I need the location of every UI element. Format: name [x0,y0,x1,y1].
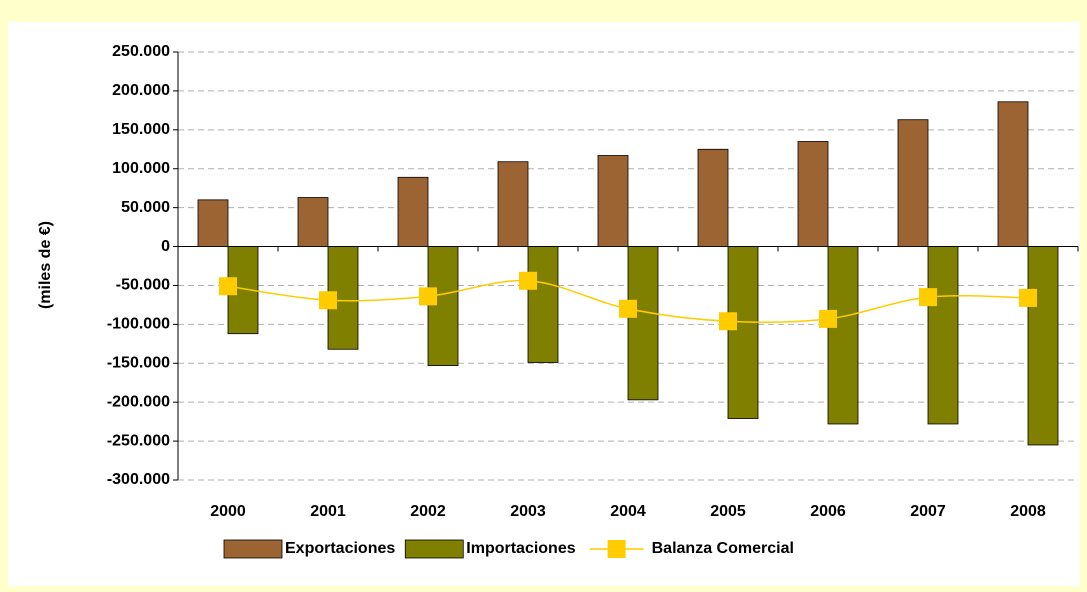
y-tick-label: 100.000 [112,160,170,177]
marker [419,287,437,306]
marker [219,277,237,296]
legend-label: Exportaciones [285,540,395,557]
y-tick-label: 0 [161,238,170,255]
marker [519,271,537,290]
y-tick-label: 50.000 [121,199,170,216]
y-tick-label: 250.000 [112,43,170,60]
legend-swatch [404,539,464,559]
x-tick-label: 2005 [710,503,746,520]
legend-label: Balanza Comercial [652,540,794,557]
bar [797,141,829,247]
bar [197,199,229,247]
y-tick-label: 200.000 [112,82,170,99]
y-axis-label: (miles de €) [37,221,54,309]
legend-swatch [223,539,283,559]
bar [997,101,1029,247]
bar [827,246,859,425]
x-tick-label: 2002 [410,503,446,520]
bar [727,246,759,419]
bar [527,246,559,363]
bar [297,197,329,247]
marker [619,299,637,318]
x-tick-label: 2008 [1010,503,1046,520]
bar [497,161,529,247]
marker [1019,288,1037,307]
bar [627,246,659,401]
bar [1027,246,1059,446]
y-tick-label: -150.000 [107,354,170,371]
bar [397,176,429,247]
x-tick-label: 2004 [610,503,646,520]
bar [897,119,929,247]
x-tick-label: 2006 [810,503,846,520]
marker [719,312,737,331]
y-tick-label: 150.000 [112,121,170,138]
y-tick-label: -250.000 [107,432,170,449]
y-tick-label: -300.000 [107,471,170,488]
y-tick-label: -200.000 [107,393,170,410]
x-tick-label: 2003 [510,503,546,520]
x-tick-label: 2001 [310,503,346,520]
y-tick-label: -100.000 [107,316,170,333]
marker [819,309,837,328]
bar [427,246,459,367]
x-tick-label: 2007 [910,503,946,520]
legend-marker [607,540,626,558]
legend-label: Importaciones [466,540,575,557]
bar [927,246,959,425]
marker [919,288,937,307]
bar [697,148,729,247]
marker [319,291,337,310]
y-tick-label: -50.000 [116,277,170,294]
bar [597,155,629,247]
x-tick-label: 2000 [210,503,246,520]
